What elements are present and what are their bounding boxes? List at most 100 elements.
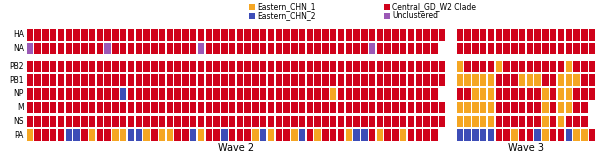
Bar: [511, 43, 518, 54]
Bar: [400, 88, 406, 100]
Bar: [392, 129, 398, 141]
Bar: [550, 88, 556, 100]
Bar: [361, 88, 368, 100]
Bar: [503, 116, 510, 127]
Bar: [519, 129, 526, 141]
Bar: [89, 29, 95, 41]
Bar: [34, 129, 41, 141]
Bar: [50, 74, 56, 86]
Bar: [322, 116, 329, 127]
Bar: [511, 29, 518, 41]
Bar: [283, 43, 290, 54]
Bar: [260, 29, 266, 41]
Bar: [81, 29, 88, 41]
Bar: [385, 102, 391, 113]
Bar: [464, 129, 471, 141]
Bar: [214, 116, 220, 127]
Bar: [136, 88, 142, 100]
Bar: [511, 74, 518, 86]
Bar: [136, 43, 142, 54]
Bar: [361, 61, 368, 72]
Bar: [89, 74, 95, 86]
Bar: [58, 116, 64, 127]
Bar: [464, 43, 471, 54]
Bar: [159, 61, 165, 72]
Bar: [353, 102, 360, 113]
Bar: [558, 88, 564, 100]
Bar: [480, 43, 487, 54]
Bar: [439, 116, 445, 127]
Bar: [260, 74, 266, 86]
Bar: [236, 116, 243, 127]
Bar: [535, 29, 541, 41]
Bar: [338, 43, 344, 54]
Bar: [128, 129, 134, 141]
Bar: [244, 61, 251, 72]
Bar: [361, 116, 368, 127]
Bar: [408, 29, 414, 41]
Bar: [159, 88, 165, 100]
Bar: [457, 74, 463, 86]
Bar: [314, 74, 321, 86]
Bar: [346, 74, 352, 86]
Bar: [268, 29, 274, 41]
Bar: [464, 74, 471, 86]
Bar: [503, 43, 510, 54]
Bar: [496, 74, 502, 86]
Bar: [503, 61, 510, 72]
Bar: [431, 116, 437, 127]
Bar: [400, 29, 406, 41]
Bar: [581, 74, 587, 86]
Bar: [472, 61, 479, 72]
Bar: [550, 61, 556, 72]
Bar: [299, 61, 305, 72]
Bar: [566, 74, 572, 86]
Bar: [503, 74, 510, 86]
Bar: [353, 129, 360, 141]
Bar: [392, 88, 398, 100]
Bar: [400, 74, 406, 86]
Bar: [27, 129, 33, 141]
Bar: [338, 116, 344, 127]
Bar: [589, 88, 595, 100]
Bar: [338, 29, 344, 41]
Bar: [542, 43, 548, 54]
Bar: [104, 61, 111, 72]
Bar: [104, 74, 111, 86]
Bar: [120, 61, 127, 72]
Bar: [120, 43, 127, 54]
Text: NP: NP: [14, 89, 24, 98]
Bar: [457, 102, 463, 113]
Bar: [81, 61, 88, 72]
Bar: [519, 43, 526, 54]
Bar: [89, 88, 95, 100]
Bar: [112, 116, 119, 127]
Bar: [252, 129, 259, 141]
Bar: [136, 116, 142, 127]
Bar: [143, 61, 150, 72]
Bar: [252, 102, 259, 113]
Bar: [424, 102, 430, 113]
Bar: [206, 29, 212, 41]
Bar: [353, 116, 360, 127]
Bar: [120, 29, 127, 41]
Bar: [527, 129, 533, 141]
Bar: [275, 88, 282, 100]
Bar: [480, 88, 487, 100]
Bar: [392, 74, 398, 86]
Bar: [27, 102, 33, 113]
Bar: [175, 116, 181, 127]
Bar: [369, 102, 376, 113]
Bar: [392, 29, 398, 41]
Bar: [244, 74, 251, 86]
Bar: [369, 74, 376, 86]
Bar: [353, 43, 360, 54]
Bar: [65, 102, 72, 113]
Bar: [511, 88, 518, 100]
Bar: [464, 88, 471, 100]
Bar: [214, 102, 220, 113]
Bar: [299, 102, 305, 113]
Bar: [229, 43, 235, 54]
Bar: [260, 61, 266, 72]
Bar: [34, 116, 41, 127]
